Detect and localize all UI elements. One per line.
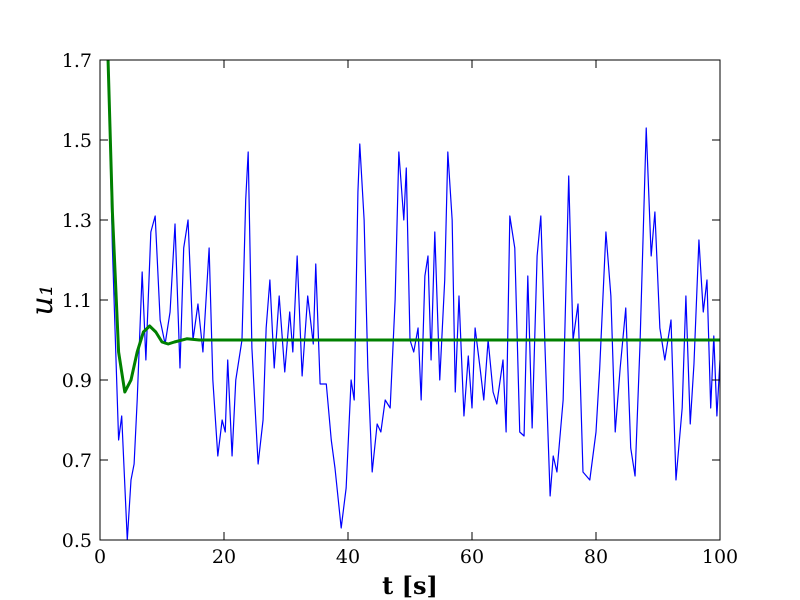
data-line (107, 60, 720, 540)
x-tick-label: 80 (584, 546, 608, 568)
y-axis-label: u₁ (25, 284, 60, 315)
x-tick-label: 0 (94, 546, 106, 568)
y-tick-label: 1.5 (62, 130, 92, 152)
x-tick-label: 100 (702, 546, 738, 568)
y-tick-label: 0.5 (62, 530, 92, 552)
y-tick-label: 1.1 (62, 290, 92, 312)
x-tick-label: 20 (212, 546, 236, 568)
y-tick-label: 0.9 (62, 370, 92, 392)
x-tick-label: 60 (460, 546, 484, 568)
data-line (106, 60, 720, 394)
x-tick-label: 40 (336, 546, 360, 568)
y-tick-label: 1.7 (62, 50, 92, 72)
y-tick-label: 1.3 (62, 210, 92, 232)
y-tick-label: 0.7 (62, 450, 92, 472)
x-axis-label: t [s] (382, 571, 438, 600)
plot-area (106, 60, 720, 540)
